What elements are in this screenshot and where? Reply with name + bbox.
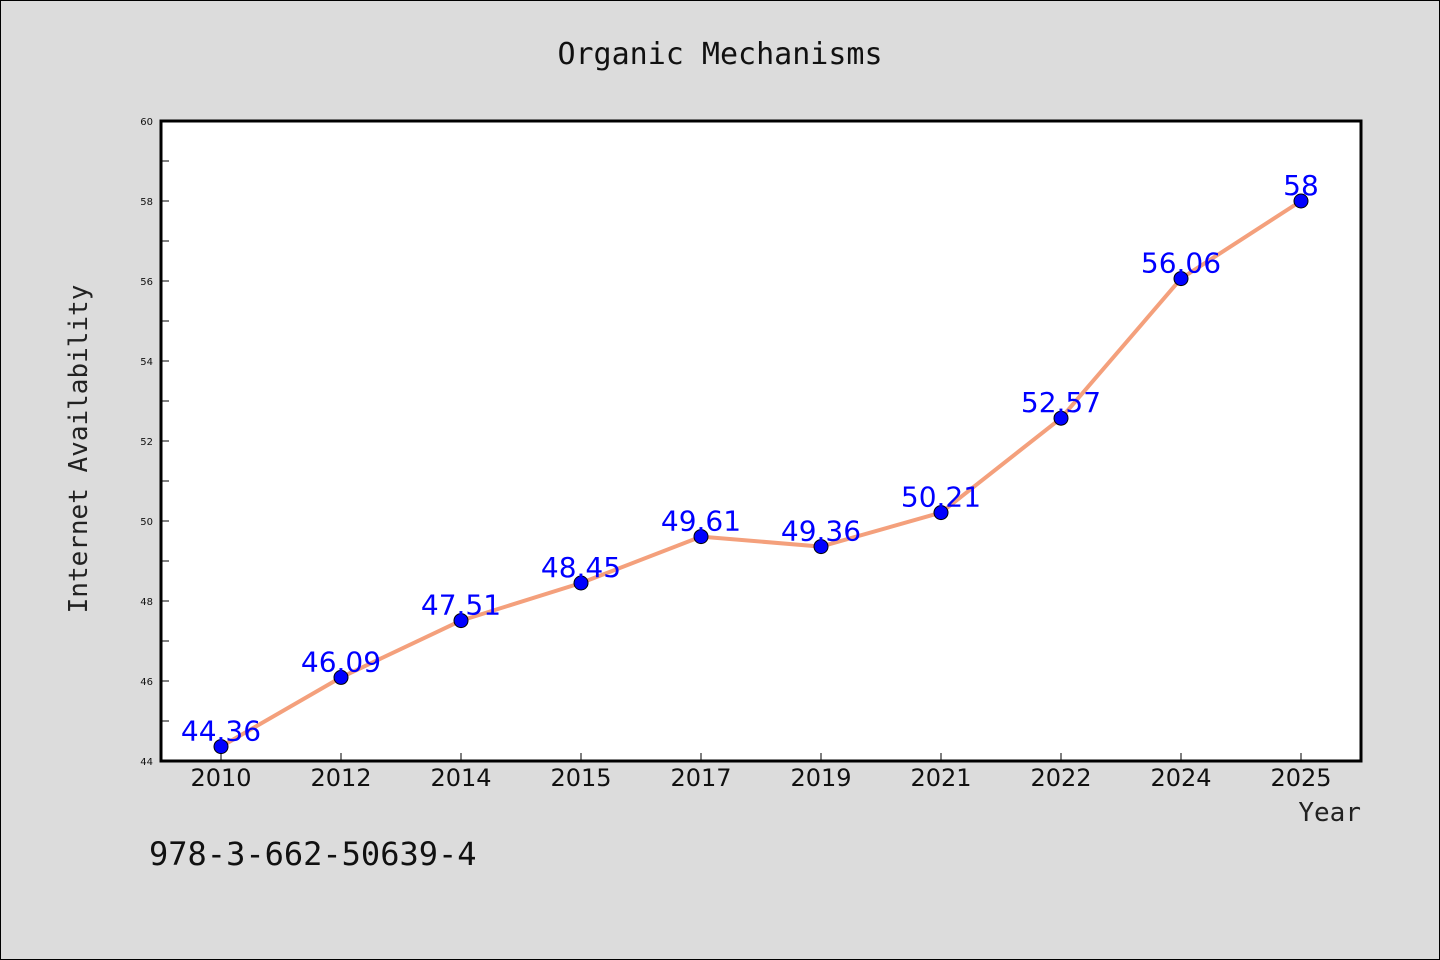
data-point <box>213 739 229 755</box>
y-tick-label: 54 <box>140 357 153 368</box>
series-line <box>220 199 1303 749</box>
data-label: 56.06 <box>1141 247 1221 280</box>
x-tick-label: 2021 <box>910 764 971 792</box>
data-label: 44.36 <box>181 715 261 748</box>
y-tick-label: 50 <box>140 517 153 528</box>
data-label: 47.51 <box>421 589 501 622</box>
data-point <box>933 505 949 521</box>
x-tick-label: 2017 <box>670 764 731 792</box>
y-axis: 44 46 48 50 52 54 56 58 60 <box>140 117 169 768</box>
data-point <box>693 529 709 545</box>
data-label: 46.09 <box>301 645 381 678</box>
data-label: 48.45 <box>541 551 621 584</box>
data-point <box>1173 271 1189 287</box>
plot-area <box>159 119 1363 763</box>
data-label: 49.36 <box>781 515 861 548</box>
x-tick-label: 2014 <box>430 764 491 792</box>
x-tick-label: 2019 <box>790 764 851 792</box>
x-axis-label: Year <box>1298 798 1361 828</box>
data-label: 58 <box>1283 169 1319 202</box>
data-point <box>1053 410 1069 426</box>
data-markers <box>213 193 1309 755</box>
y-tick-label: 52 <box>140 437 153 448</box>
y-axis-label: Internet Availability <box>64 285 94 614</box>
x-tick-label: 2025 <box>1270 764 1331 792</box>
data-label: 49.61 <box>661 505 741 538</box>
y-tick-label: 56 <box>140 277 153 288</box>
x-tick-label: 2022 <box>1030 764 1091 792</box>
data-point <box>813 539 829 555</box>
isbn-text: 978-3-662-50639-4 <box>149 835 477 873</box>
y-tick-label: 44 <box>140 757 153 768</box>
x-tick-label: 2024 <box>1150 764 1211 792</box>
y-tick-label: 58 <box>140 197 153 208</box>
chart-title: Organic Mechanisms <box>557 37 882 72</box>
y-tick-label: 48 <box>140 597 153 608</box>
data-labels: 44.36 46.09 47.51 48.45 49.61 49.36 50.21 52.57… <box>181 169 1319 748</box>
data-label: 50.21 <box>901 481 981 514</box>
x-axis: 2010 2012 2014 2015 2017 2019 2021 2022 2024 2025 <box>190 753 1332 792</box>
data-point <box>1293 193 1309 209</box>
x-tick-label: 2012 <box>310 764 371 792</box>
data-point <box>453 613 469 629</box>
data-point <box>573 575 589 591</box>
data-point <box>333 669 349 685</box>
y-tick-label: 60 <box>140 117 153 128</box>
data-label: 52.57 <box>1021 386 1101 419</box>
y-tick-label: 46 <box>140 677 153 688</box>
x-tick-label: 2015 <box>550 764 611 792</box>
x-tick-label: 2010 <box>190 764 251 792</box>
